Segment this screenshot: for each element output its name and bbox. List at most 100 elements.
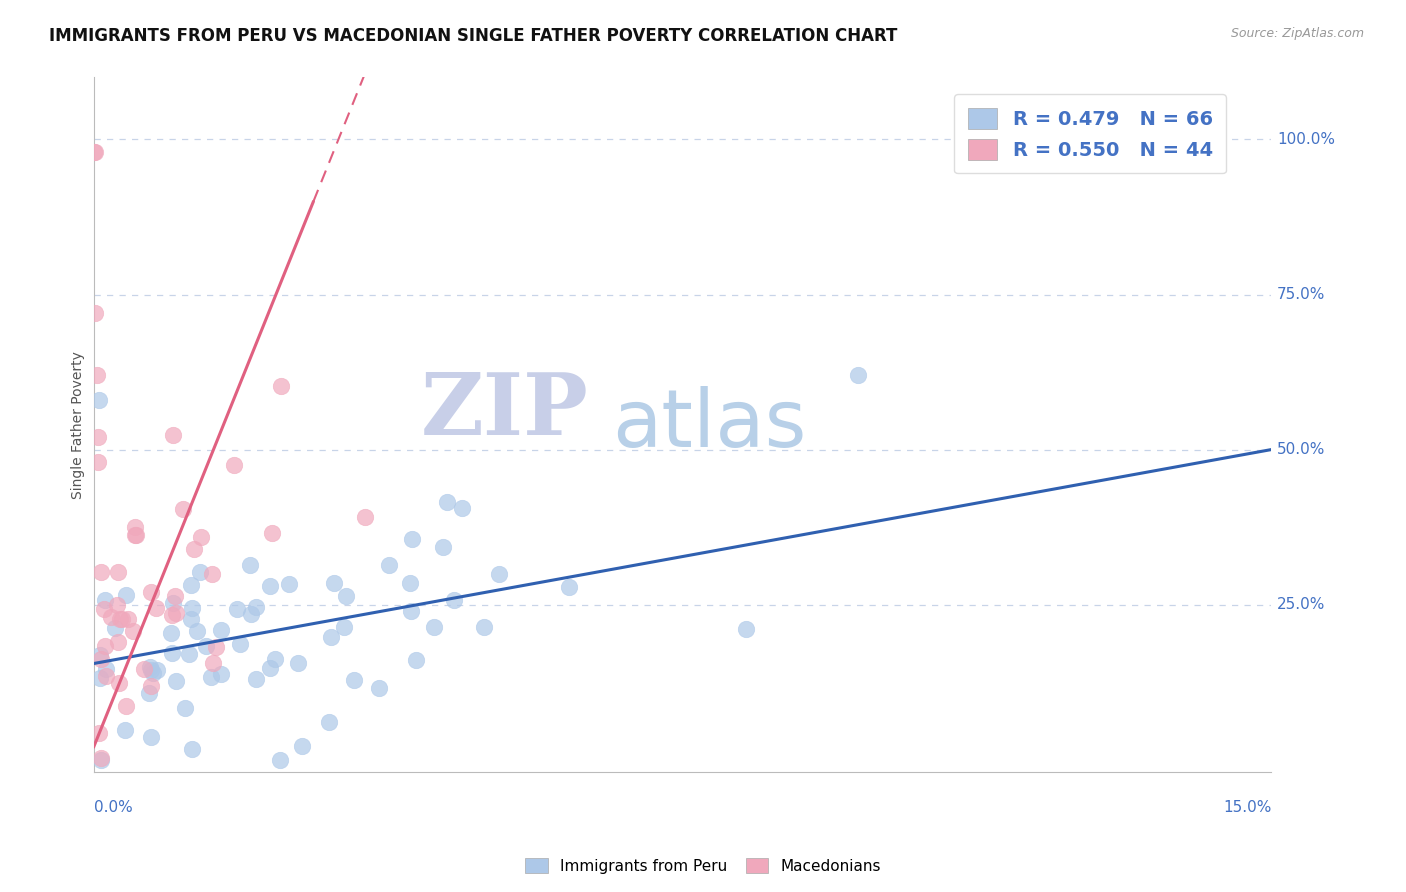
Point	[735, 622, 758, 636]
Text: 25.0%: 25.0%	[1277, 597, 1326, 612]
Point	[401, 604, 423, 618]
Point	[211, 667, 233, 681]
Text: 75.0%: 75.0%	[1277, 287, 1326, 302]
Point	[200, 670, 222, 684]
Point	[378, 558, 401, 573]
Point	[195, 640, 218, 654]
Point	[269, 753, 291, 767]
Point	[318, 714, 340, 729]
Point	[90, 565, 112, 579]
Point	[245, 672, 267, 686]
Point	[139, 660, 162, 674]
Point	[87, 392, 110, 407]
Point	[259, 579, 281, 593]
Point	[398, 575, 420, 590]
Text: 0.0%: 0.0%	[94, 800, 132, 815]
Point	[239, 558, 262, 573]
Point	[436, 495, 458, 509]
Point	[264, 652, 287, 666]
Point	[162, 646, 184, 660]
Point	[226, 602, 249, 616]
Point	[87, 455, 110, 469]
Point	[166, 674, 188, 689]
Point	[335, 590, 357, 604]
Point	[138, 686, 160, 700]
Text: atlas: atlas	[612, 385, 806, 464]
Point	[160, 607, 183, 622]
Point	[259, 661, 281, 675]
Point	[224, 458, 246, 473]
Point	[124, 520, 146, 534]
Text: 100.0%: 100.0%	[1277, 132, 1336, 147]
Point	[141, 730, 163, 744]
Point	[180, 612, 202, 626]
Point	[204, 640, 226, 655]
Point	[422, 620, 444, 634]
Point	[270, 379, 292, 393]
Point	[181, 741, 204, 756]
Point	[488, 566, 510, 581]
Point	[145, 601, 167, 615]
Point	[90, 753, 112, 767]
Point	[401, 532, 423, 546]
Point	[96, 662, 118, 676]
Point	[111, 612, 134, 626]
Point	[177, 648, 200, 662]
Point	[124, 527, 146, 541]
Point	[139, 585, 162, 599]
Point	[141, 663, 163, 677]
Point	[115, 589, 138, 603]
Point	[209, 623, 232, 637]
Point	[90, 652, 112, 666]
Point	[86, 368, 108, 383]
Point	[107, 598, 129, 612]
Point	[107, 635, 129, 649]
Point	[262, 526, 284, 541]
Point	[86, 430, 108, 444]
Point	[146, 663, 169, 677]
Point	[558, 580, 581, 594]
Y-axis label: Single Father Poverty: Single Father Poverty	[72, 351, 86, 499]
Point	[162, 428, 184, 442]
Point	[94, 593, 117, 607]
Point	[201, 566, 224, 581]
Point	[174, 701, 197, 715]
Point	[117, 612, 139, 626]
Point	[87, 726, 110, 740]
Point	[287, 657, 309, 671]
Point	[141, 679, 163, 693]
Text: Source: ZipAtlas.com: Source: ZipAtlas.com	[1230, 27, 1364, 40]
Point	[245, 599, 267, 614]
Point	[108, 676, 131, 690]
Point	[172, 502, 194, 516]
Point	[848, 368, 870, 383]
Point	[89, 648, 111, 663]
Point	[163, 589, 186, 603]
Point	[405, 653, 427, 667]
Point	[114, 698, 136, 713]
Point	[278, 577, 301, 591]
Point	[83, 306, 105, 320]
Point	[186, 624, 208, 639]
Point	[202, 656, 225, 670]
Point	[319, 630, 342, 644]
Point	[142, 665, 165, 680]
Point	[100, 610, 122, 624]
Point	[229, 637, 252, 651]
Legend: R = 0.479   N = 66, R = 0.550   N = 44: R = 0.479 N = 66, R = 0.550 N = 44	[955, 95, 1226, 173]
Point	[188, 565, 211, 579]
Point	[343, 673, 366, 688]
Point	[190, 530, 212, 544]
Point	[104, 621, 127, 635]
Point	[323, 575, 346, 590]
Point	[94, 669, 117, 683]
Point	[132, 662, 155, 676]
Point	[333, 620, 356, 634]
Point	[90, 751, 112, 765]
Point	[443, 593, 465, 607]
Point	[108, 611, 131, 625]
Point	[472, 620, 495, 634]
Point	[290, 739, 312, 754]
Point	[83, 145, 105, 159]
Text: ZIP: ZIP	[420, 369, 588, 453]
